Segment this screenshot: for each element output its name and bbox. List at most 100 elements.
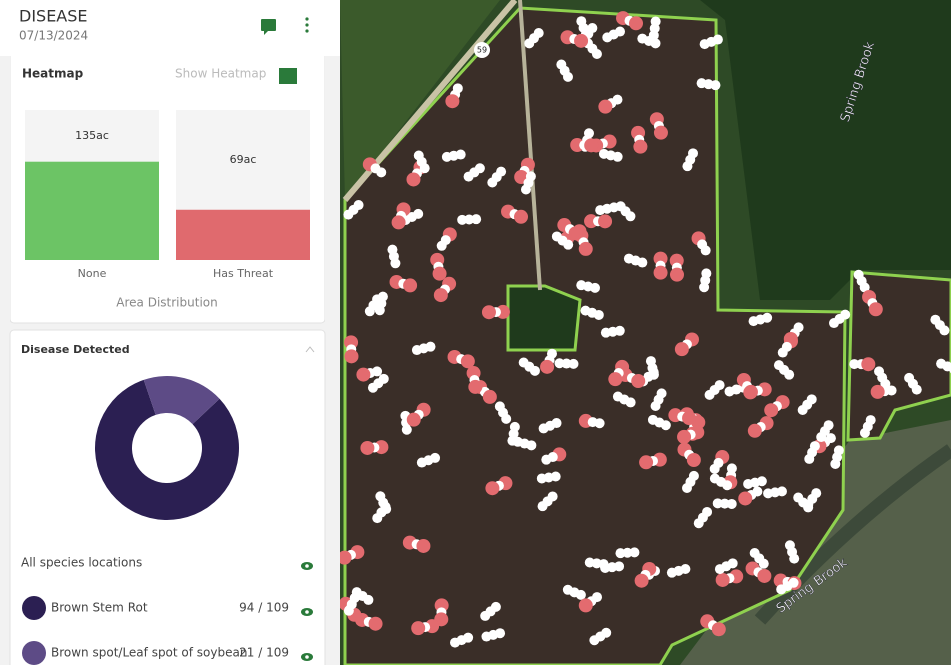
comment-button[interactable] (261, 19, 276, 35)
scouting-point (653, 125, 668, 140)
area-chart: 135ac None 69ac Has Threat (25, 110, 310, 280)
scouting-point (747, 423, 762, 438)
heatmap-icon[interactable] (279, 68, 297, 84)
scouting-point (861, 357, 876, 372)
scouting-point (526, 440, 537, 451)
species-icon (22, 641, 46, 665)
scouting-point (803, 499, 814, 510)
scouting-point (367, 382, 378, 393)
scouting-point (598, 99, 613, 114)
scouting-point (666, 567, 677, 578)
scouting-point (709, 463, 720, 474)
scouting-point (520, 184, 531, 195)
scouting-point (368, 616, 383, 631)
scouting-point (416, 457, 427, 468)
scouting-point (356, 367, 371, 382)
scouting-point (468, 379, 483, 394)
collapse-icon[interactable] (305, 346, 315, 353)
scouting-point (693, 518, 704, 529)
scouting-point (911, 384, 922, 395)
scouting-point (674, 342, 689, 357)
scouting-point (390, 258, 401, 269)
species-count: 94 / 109 (239, 601, 289, 615)
woods (700, 0, 951, 300)
scouting-point (594, 418, 605, 429)
scouting-point (634, 573, 649, 588)
scouting-point (411, 621, 426, 636)
scouting-point (849, 359, 860, 370)
scouting-point (416, 538, 431, 553)
scouting-point (578, 598, 593, 613)
scouting-point (381, 504, 392, 515)
visibility-toggle[interactable] (301, 562, 313, 570)
scouting-point (777, 347, 788, 358)
scouting-point (748, 316, 759, 327)
scouting-point (598, 559, 609, 570)
scouting-point (686, 452, 701, 467)
scouting-point (480, 610, 491, 621)
scouting-point (541, 454, 552, 465)
scouting-point (948, 365, 951, 374)
menu-button[interactable] (305, 17, 309, 33)
scouting-point (870, 384, 885, 399)
scouting-point (738, 491, 753, 506)
scouting-point (538, 423, 549, 434)
scouting-point (578, 241, 593, 256)
species-count: 21 / 109 (239, 646, 289, 660)
scouting-point (700, 245, 711, 256)
scouting-point (436, 240, 447, 251)
header-title: DISEASE (19, 7, 88, 26)
donut-segment[interactable] (143, 376, 220, 425)
map[interactable]: 59 Spring Brook Spring Brook (338, 0, 951, 665)
menu-dot (305, 17, 309, 21)
scouting-point (699, 282, 710, 293)
scouting-point (715, 572, 730, 587)
scouting-point (699, 39, 710, 50)
scouting-point (593, 309, 604, 320)
donut-segment[interactable] (95, 379, 240, 520)
heatmap-title: Heatmap (22, 67, 84, 81)
scouting-point (608, 372, 623, 387)
scouting-point (563, 239, 574, 250)
scouting-point (633, 139, 648, 154)
scouting-point (450, 637, 461, 648)
stream (754, 444, 951, 625)
scouting-point (364, 306, 375, 317)
road-shield (474, 42, 490, 58)
scouting-point (562, 71, 573, 82)
scouting-point (540, 359, 555, 374)
scouting-point (722, 480, 733, 491)
scouting-point (743, 384, 758, 399)
scouting-point (648, 369, 659, 380)
scouting-point (784, 369, 795, 380)
scouting-point (432, 266, 447, 281)
header (0, 0, 340, 56)
scouting-point (406, 172, 421, 187)
scouting-point (501, 413, 512, 424)
road-number: 59 (477, 46, 487, 55)
scouting-point (600, 327, 611, 338)
visibility-toggle[interactable] (301, 608, 313, 616)
scouting-point (763, 488, 774, 499)
scouting-point (584, 138, 599, 153)
heatmap-toggle[interactable]: Show Heatmap (175, 67, 266, 81)
species-icon (22, 596, 46, 620)
scouting-point (403, 278, 418, 293)
scouting-point (631, 374, 646, 389)
scouting-point (524, 38, 535, 49)
scouting-point (485, 481, 500, 496)
bar-category-label: None (78, 267, 107, 280)
scouting-point (529, 365, 540, 376)
scouting-point (441, 151, 452, 162)
comment-icon-tail (264, 31, 268, 35)
scouting-point (650, 38, 661, 49)
eye-pupil (305, 610, 309, 614)
scouting-point (804, 453, 815, 464)
eye-pupil (305, 655, 309, 659)
scouting-point (859, 282, 870, 293)
bar (176, 209, 310, 260)
scouting-point (481, 631, 492, 642)
bar (25, 161, 159, 260)
visibility-toggle[interactable] (301, 653, 313, 661)
scouting-point (830, 458, 841, 469)
